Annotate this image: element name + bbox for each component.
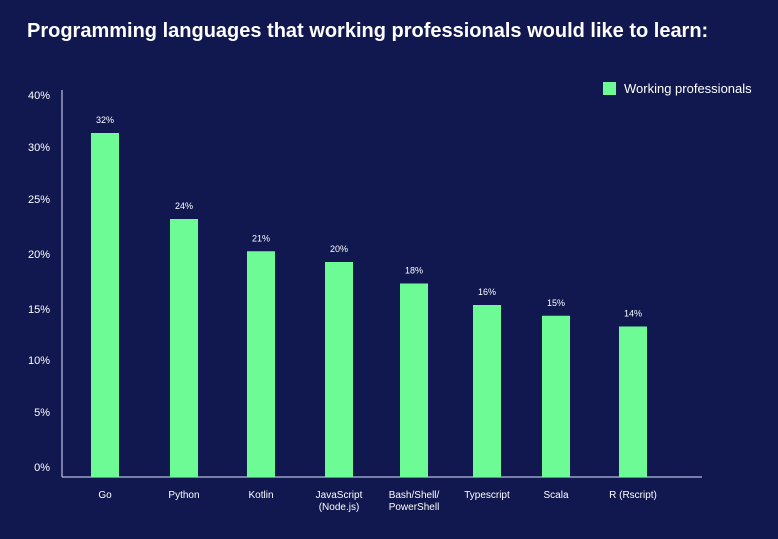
data-label: 24% (175, 201, 193, 211)
x-tick-label: Typescript (464, 490, 510, 501)
y-tick-label: 30% (28, 142, 50, 154)
x-tick-label: Bash/Shell/ (389, 490, 440, 501)
bar-5 (473, 305, 501, 477)
y-tick-label: 5% (34, 407, 50, 419)
x-tick-label: R (Rscript) (609, 490, 657, 501)
y-tick-label: 15% (28, 304, 50, 316)
bar-2 (247, 251, 275, 477)
data-label: 32% (96, 115, 114, 125)
x-tick-label: Scala (543, 490, 568, 501)
bar-1 (170, 219, 198, 477)
data-label: 15% (547, 298, 565, 308)
x-tick-label: Go (98, 490, 112, 501)
legend-swatch (603, 82, 616, 95)
data-label: 18% (405, 266, 423, 276)
x-tick-label: (Node.js) (319, 502, 360, 513)
y-tick-label: 20% (28, 249, 50, 261)
bar-3 (325, 262, 353, 477)
y-tick-label: 40% (28, 90, 50, 102)
x-tick-label: Python (168, 490, 199, 501)
x-tick-label: JavaScript (316, 490, 363, 501)
data-label: 14% (624, 309, 642, 319)
bar-6 (542, 315, 570, 477)
x-tick-label: Kotlin (248, 490, 273, 501)
legend: Working professionals (603, 81, 752, 96)
legend-label: Working professionals (624, 81, 752, 96)
bar-4 (400, 283, 428, 477)
y-tick-label: 0% (34, 462, 50, 474)
data-label: 16% (478, 287, 496, 297)
data-label: 20% (330, 244, 348, 254)
x-tick-label: PowerShell (389, 502, 440, 513)
y-tick-label: 25% (28, 194, 50, 206)
data-label: 21% (252, 233, 270, 243)
chart-title: Programming languages that working profe… (27, 20, 709, 42)
bar-7 (619, 326, 647, 477)
y-tick-label: 10% (28, 355, 50, 367)
bar-0 (91, 133, 119, 477)
